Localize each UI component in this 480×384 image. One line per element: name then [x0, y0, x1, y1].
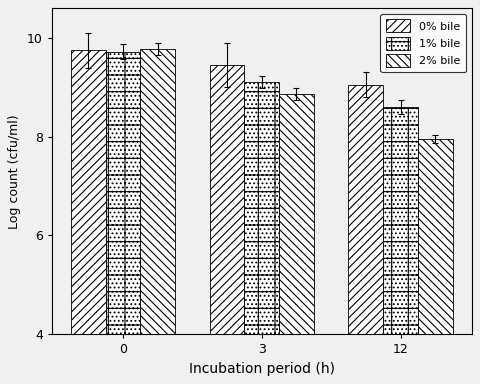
Legend: 0% bile, 1% bile, 2% bile: 0% bile, 1% bile, 2% bile — [380, 14, 466, 73]
Bar — [71, 50, 106, 334]
Y-axis label: Log count (cfu/ml): Log count (cfu/ml) — [8, 114, 21, 228]
Bar — [210, 65, 244, 334]
Bar — [140, 49, 175, 334]
Bar — [383, 107, 418, 334]
X-axis label: Incubation period (h): Incubation period (h) — [189, 362, 335, 376]
Bar — [244, 82, 279, 334]
Bar — [418, 139, 453, 334]
Bar — [279, 94, 314, 334]
Bar — [106, 52, 140, 334]
Bar — [348, 85, 383, 334]
